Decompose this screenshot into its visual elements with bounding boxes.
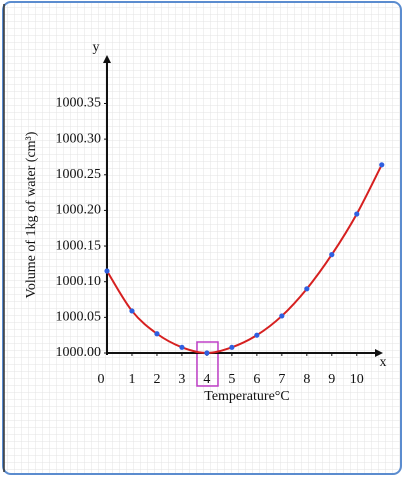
x-axis-name: x (380, 355, 387, 370)
x-tick-label: 8 (303, 372, 310, 387)
data-point (279, 313, 285, 319)
data-point (154, 331, 160, 337)
x-tick-label: 3 (178, 372, 185, 387)
x-tick-label: 10 (350, 372, 364, 387)
data-point (254, 332, 260, 338)
y-axis-label: Volume of 1kg of water (cm³) (24, 131, 39, 298)
x-tick-label: 6 (253, 372, 260, 387)
x-tick-label: 9 (328, 372, 335, 387)
y-tick-label: 1000.10 (56, 274, 102, 289)
y-tick-label: 1000.35 (56, 96, 102, 111)
y-tick-label: 1000.30 (56, 131, 102, 146)
x-tick-label: 5 (228, 372, 235, 387)
data-point (204, 350, 210, 356)
data-point (129, 308, 135, 314)
data-point (329, 252, 335, 258)
data-point (104, 268, 110, 274)
y-tick-label: 1000.05 (56, 310, 102, 325)
data-point (229, 344, 235, 350)
x-tick-label: 4 (203, 372, 210, 387)
y-axis-arrow (103, 55, 111, 63)
y-axis-name: y (93, 40, 100, 55)
data-point (179, 344, 185, 350)
y-tick-label: 1000.15 (56, 238, 102, 253)
x-axis-arrow (375, 349, 383, 357)
x-tick-label: 7 (278, 372, 285, 387)
data-point (304, 286, 310, 292)
data-point (354, 211, 360, 217)
y-tick-label: 1000.25 (56, 167, 102, 182)
x-tick-label: 0 (98, 372, 105, 387)
x-axis-label: Temperature°C (204, 389, 289, 404)
y-tick-label: 1000.20 (56, 203, 102, 218)
x-tick-label: 1 (128, 372, 135, 387)
data-point (379, 162, 385, 168)
x-tick-label: 2 (153, 372, 160, 387)
highlight-box (196, 341, 219, 387)
y-tick-label: 1000.00 (56, 345, 102, 360)
